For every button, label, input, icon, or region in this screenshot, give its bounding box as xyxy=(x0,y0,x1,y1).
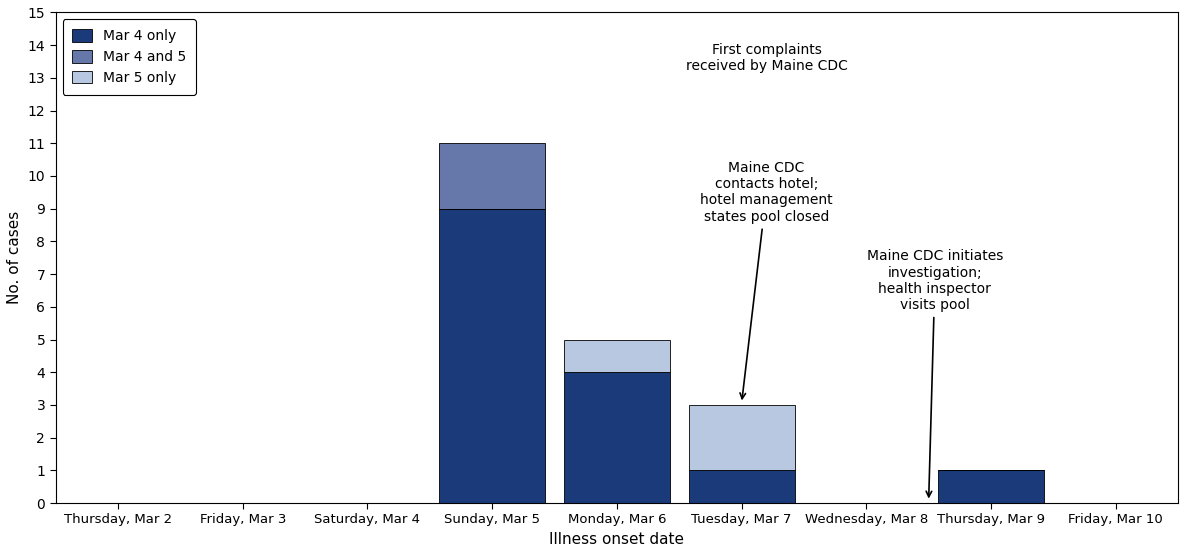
Text: Maine CDC initiates
investigation;
health inspector
visits pool: Maine CDC initiates investigation; healt… xyxy=(866,249,1003,497)
Bar xyxy=(564,340,670,372)
X-axis label: Illness onset date: Illness onset date xyxy=(550,532,685,547)
Text: First complaints
received by Maine CDC: First complaints received by Maine CDC xyxy=(686,43,847,73)
Bar xyxy=(688,405,795,470)
Bar xyxy=(939,470,1044,503)
Legend: Mar 4 only, Mar 4 and 5, Mar 5 only: Mar 4 only, Mar 4 and 5, Mar 5 only xyxy=(63,19,196,95)
Bar xyxy=(440,209,545,503)
Bar xyxy=(440,143,545,209)
Bar xyxy=(688,470,795,503)
Bar xyxy=(564,372,670,503)
Text: Maine CDC
contacts hotel;
hotel management
states pool closed: Maine CDC contacts hotel; hotel manageme… xyxy=(700,161,833,399)
Y-axis label: No. of cases: No. of cases xyxy=(7,211,23,304)
